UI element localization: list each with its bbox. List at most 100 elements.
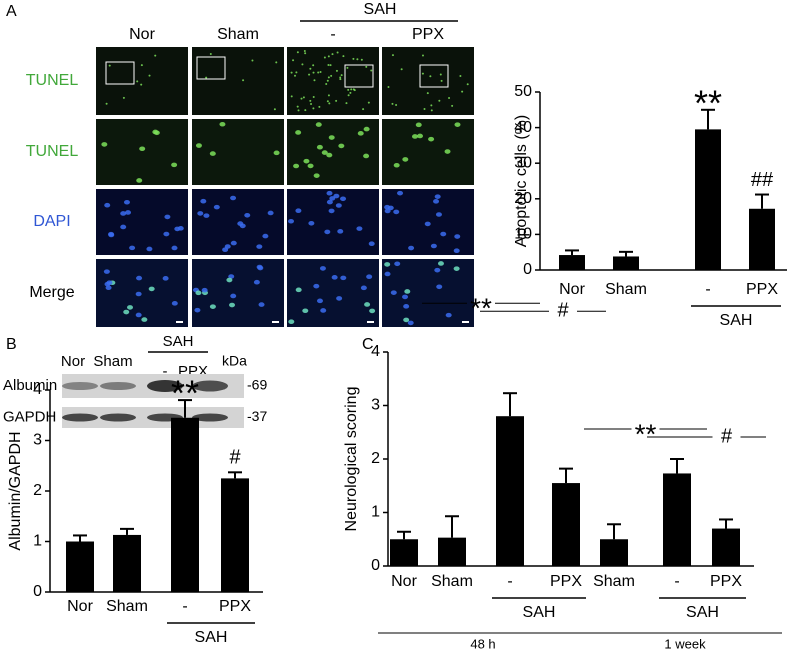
significance: ** <box>171 373 199 414</box>
cell <box>171 245 178 251</box>
group-label: SAH <box>720 312 753 329</box>
blot-column: Nor <box>61 353 85 370</box>
y-tick-label: 10 <box>514 226 532 243</box>
micrograph <box>382 47 474 115</box>
column-label: - <box>330 26 335 43</box>
row-label: TUNEL <box>26 143 79 160</box>
cell <box>393 162 400 168</box>
cell <box>357 131 364 136</box>
bar <box>712 528 740 566</box>
cell <box>327 63 330 66</box>
cell <box>363 153 370 159</box>
cell <box>440 231 447 237</box>
y-tick-label: 40 <box>514 119 532 136</box>
cell <box>310 103 313 106</box>
cell <box>333 193 340 199</box>
unit: kDa <box>222 353 247 369</box>
cell <box>454 122 461 127</box>
cell <box>300 97 303 100</box>
band <box>192 413 228 422</box>
x-tick-label: Nor <box>391 573 417 590</box>
marker: -69 <box>247 377 267 393</box>
cell <box>356 226 363 231</box>
cell <box>461 90 464 93</box>
cell <box>213 204 220 210</box>
cell <box>421 54 424 57</box>
panel-letter: A <box>6 3 17 20</box>
cell <box>309 67 312 70</box>
bar <box>552 483 580 566</box>
cell <box>336 51 339 54</box>
y-tick-label: 4 <box>371 343 380 360</box>
cell <box>120 224 127 230</box>
blot-column: Sham <box>93 353 132 370</box>
micrograph <box>192 47 284 115</box>
x-tick-label: - <box>674 573 679 590</box>
cell <box>290 71 293 74</box>
micrograph <box>287 119 379 185</box>
cell <box>384 271 391 277</box>
x-tick-label: - <box>182 598 187 615</box>
cell <box>253 279 260 285</box>
cell <box>313 173 320 178</box>
significance: # <box>229 447 241 469</box>
micrograph <box>192 189 284 255</box>
band <box>192 380 228 392</box>
cell <box>309 99 312 102</box>
micrograph <box>96 189 188 255</box>
cell <box>402 157 409 162</box>
y-tick-label: 2 <box>33 482 42 499</box>
cell <box>430 243 437 249</box>
cell <box>340 275 347 281</box>
cell <box>195 290 202 296</box>
y-tick-label: 0 <box>33 583 42 600</box>
cell <box>444 149 451 154</box>
cell <box>120 211 127 216</box>
cell <box>148 74 151 77</box>
cell <box>136 80 139 83</box>
bar <box>390 539 418 566</box>
cell <box>136 178 143 183</box>
cell <box>257 265 264 271</box>
x-tick-label: Sham <box>605 281 647 298</box>
cell <box>323 56 326 59</box>
cell <box>242 79 245 82</box>
cell <box>197 211 204 216</box>
cell <box>384 262 391 267</box>
cell <box>438 99 441 102</box>
cell <box>428 136 435 142</box>
cell <box>195 143 202 148</box>
x-tick-label: PPX <box>219 598 251 615</box>
cell <box>140 64 143 67</box>
cell <box>391 54 394 57</box>
cell <box>295 208 302 214</box>
cell <box>439 73 442 76</box>
cell <box>139 146 146 152</box>
cell <box>434 267 441 273</box>
cell <box>164 214 171 220</box>
blot-row-label: GAPDH <box>3 408 56 425</box>
cell <box>201 287 208 293</box>
y-tick-label: 3 <box>371 397 380 414</box>
cell <box>101 142 108 147</box>
cell <box>326 100 329 103</box>
cell <box>177 226 184 231</box>
micrograph <box>192 119 284 185</box>
cell <box>349 91 352 94</box>
column-label: PPX <box>412 26 444 43</box>
cell <box>440 79 443 82</box>
column-label: Nor <box>129 26 155 43</box>
cell <box>209 151 216 156</box>
cell <box>301 63 304 66</box>
cell <box>342 55 345 58</box>
x-tick-label: Sham <box>431 573 473 590</box>
cell <box>135 312 142 318</box>
cell <box>402 294 409 300</box>
cell <box>331 53 334 56</box>
x-tick-label: - <box>705 281 710 298</box>
cell <box>194 307 201 313</box>
cell <box>209 304 216 309</box>
row-label: DAPI <box>33 213 70 230</box>
cell <box>267 210 274 216</box>
cell <box>387 86 390 89</box>
